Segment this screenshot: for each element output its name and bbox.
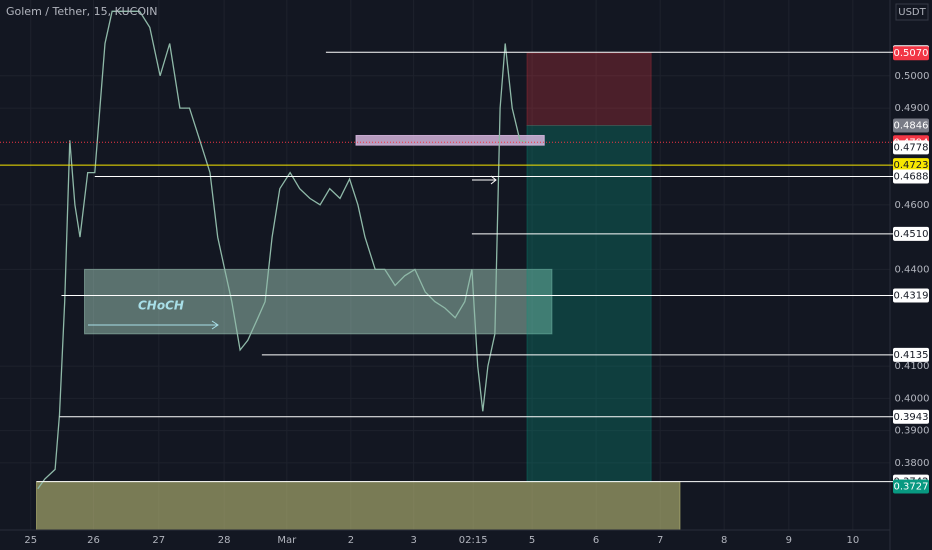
price-tag	[893, 46, 929, 61]
y-tick-label: 0.4400	[895, 264, 930, 275]
price-tag	[893, 140, 929, 155]
price-tag	[893, 158, 929, 173]
arrow	[472, 175, 497, 185]
chart-title: Golem / Tether, 15, KUCOIN	[6, 5, 157, 18]
y-tick-label: 0.3800	[895, 458, 930, 469]
unit-box	[895, 3, 929, 21]
x-tick-label: 10	[846, 535, 859, 546]
x-tick-label: 5	[529, 535, 535, 546]
unit-label: USDT	[898, 7, 926, 18]
x-tick-label: 7	[657, 535, 663, 546]
price-tag	[893, 347, 929, 362]
price-tag	[893, 118, 929, 133]
y-tick-label: 0.4900	[895, 103, 930, 114]
price-tag	[893, 226, 929, 241]
price-tag-label: 0.3727	[894, 481, 929, 492]
plot	[0, 0, 890, 531]
x-tick-label: 28	[218, 535, 231, 546]
y-tick-label: 0.5000	[895, 71, 930, 82]
price-tag-label: 0.4723	[894, 160, 929, 171]
price-tag	[893, 479, 929, 494]
price-tag-label: 0.4778	[894, 142, 929, 153]
x-tick-label: 9	[786, 535, 792, 546]
x-tick-label: 25	[24, 535, 37, 546]
price-tag-label: 0.4135	[894, 350, 929, 361]
price-tag-label: 0.4846	[894, 120, 929, 131]
price-tag	[893, 409, 929, 424]
x-tick-label: 27	[152, 535, 165, 546]
x-tick-label: 3	[410, 535, 416, 546]
zone	[35, 481, 681, 531]
x-tick-label: 8	[721, 535, 727, 546]
y-tick-label: 0.4000	[895, 393, 930, 404]
choch-arrow	[88, 320, 219, 330]
x-tick-label: 6	[593, 535, 599, 546]
price-tag-label: 0.4510	[894, 229, 929, 240]
y-tick-label: 0.4600	[895, 200, 930, 211]
zone	[355, 134, 545, 146]
annotation: CHoCH	[138, 299, 184, 313]
x-tick-label: Mar	[277, 535, 297, 546]
zone	[526, 52, 652, 126]
price-line	[37, 10, 528, 490]
price-tag-label: 0.4688	[894, 171, 929, 182]
y-tick-label: 0.3900	[895, 426, 930, 437]
price-tag-label: 0.5070	[894, 48, 929, 59]
zone	[526, 124, 652, 483]
price-tag	[893, 288, 929, 303]
y-tick-label: 0.4100	[895, 361, 930, 372]
price-tag	[893, 169, 929, 184]
price-tag-label: 0.4319	[894, 290, 929, 301]
x-tick-label: 02:15	[459, 535, 488, 546]
price-tag-label: 0.3943	[894, 412, 929, 423]
x-tick-label: 2	[348, 535, 354, 546]
x-tick-label: 26	[87, 535, 100, 546]
